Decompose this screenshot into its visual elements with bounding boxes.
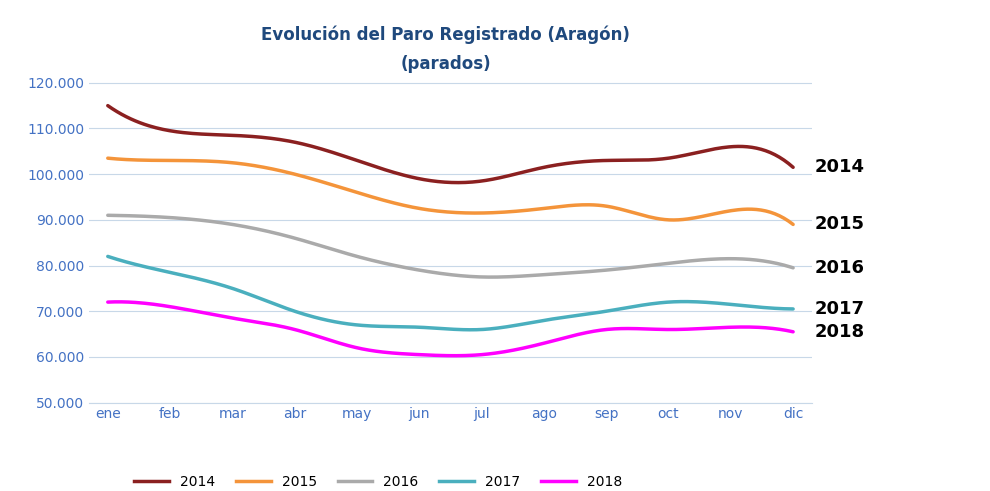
Text: (parados): (parados) — [400, 55, 491, 73]
Text: 2018: 2018 — [815, 323, 865, 341]
Text: Evolución del Paro Registrado (Aragón): Evolución del Paro Registrado (Aragón) — [261, 25, 630, 44]
Text: 2015: 2015 — [815, 216, 865, 233]
Text: 2016: 2016 — [815, 259, 865, 277]
Legend: 2014, 2015, 2016, 2017, 2018: 2014, 2015, 2016, 2017, 2018 — [129, 469, 628, 491]
Text: 2014: 2014 — [815, 158, 865, 176]
Text: 2017: 2017 — [815, 300, 865, 318]
